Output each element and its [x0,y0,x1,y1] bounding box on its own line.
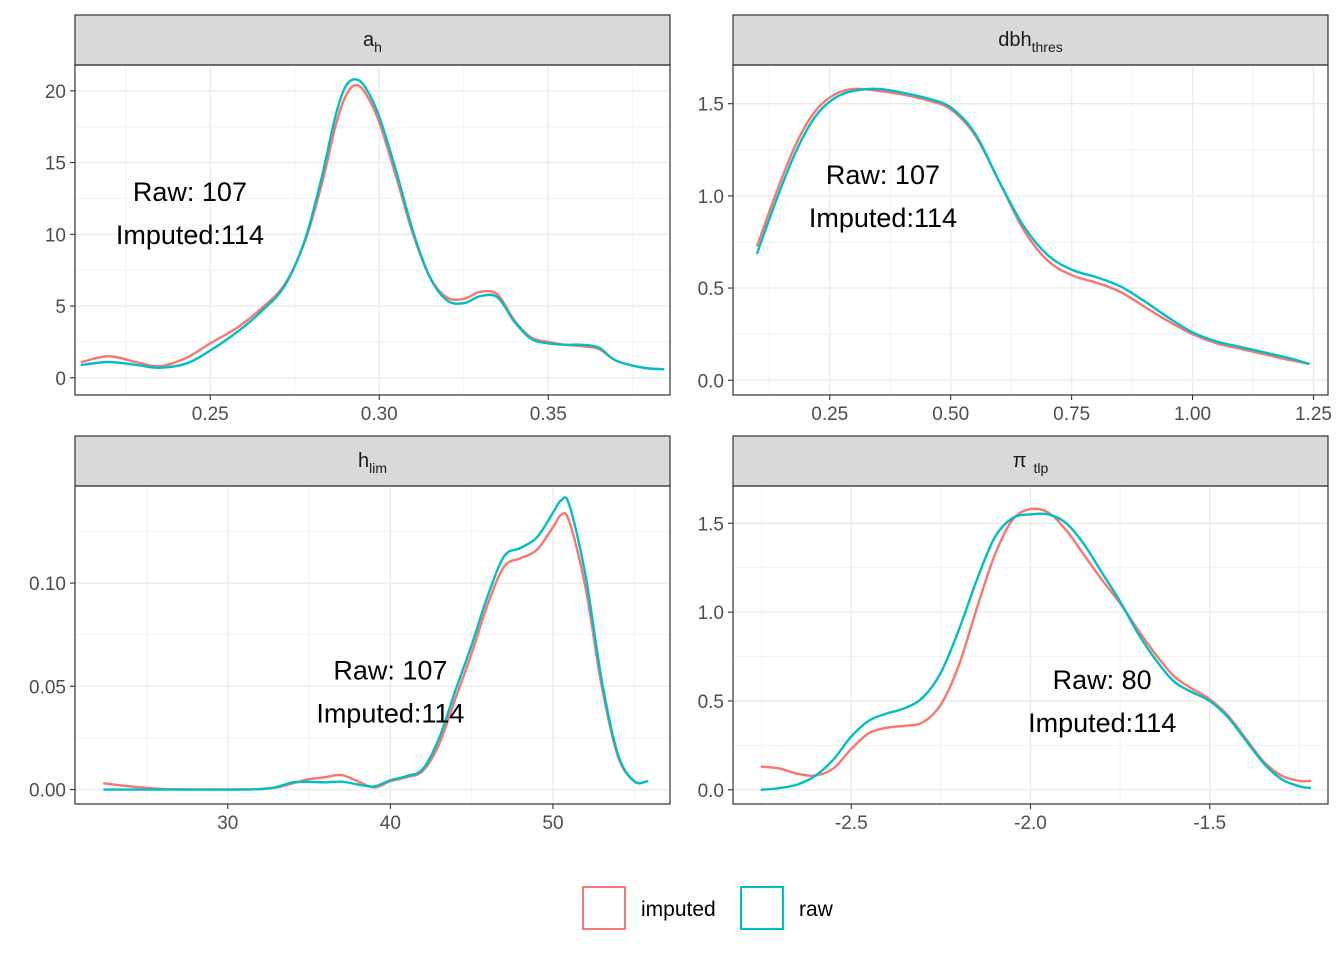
legend: imputed raw [582,886,834,930]
y-tick-label: 1.5 [698,514,724,535]
major-gridlines [733,486,1328,804]
annotation-raw-count: Raw: 80 [1053,665,1152,695]
x-tick-label: 0.25 [811,404,848,425]
strip-label-sub: h [374,39,382,55]
panel-border [732,64,1329,396]
facet-panel-tlp: π tlp -2.5 -2.0 -1.5 0.0 0.5 1.0 1.5 Raw: 80 Imput… [698,435,1329,834]
x-tick-label: 40 [380,813,401,834]
y-tick-label: 20 [45,82,66,103]
facet-panel-lim: hlim 30 40 50 0.00 0.05 0.10 Raw: 107 Imputed:11… [29,435,671,834]
x-tick-label: -2.0 [1014,813,1047,834]
strip-label-sub: tlp [1034,460,1049,476]
strip-label: π tlp [1013,450,1049,476]
x-tick-label: -1.5 [1193,813,1226,834]
legend-key-raw [740,886,784,930]
strip-label-main: π [1013,450,1027,472]
minor-gridlines [75,486,670,804]
facet-panel-h: ah 0.25 0.30 0.35 0 5 10 15 20 Raw: 107 Imputed:11… [45,14,671,425]
y-tick-label: 0.0 [698,371,724,392]
strip-label: hlim [358,450,387,476]
major-gridlines [75,486,670,804]
annotation-raw-count: Raw: 107 [333,655,447,685]
annotation-imputed-count: Imputed:114 [1028,708,1176,738]
strip-label-main: dbh [998,29,1031,51]
strip-background [74,435,671,487]
major-gridlines [733,65,1328,395]
x-tick-label: 0.30 [361,404,398,425]
strip-label: dbhthres [998,29,1063,55]
panel-border [74,64,671,396]
legend-key-imputed [582,886,626,930]
density-line-raw [103,496,649,791]
y-tick-label: 1.0 [698,603,724,624]
y-tick-label: 0 [55,369,66,390]
legend-label-imputed: imputed [641,898,716,921]
y-tick-label: 15 [45,154,66,175]
y-tick-label: 1.5 [698,95,724,116]
y-tick-label: 10 [45,225,66,246]
major-gridlines [75,65,670,395]
annotation-imputed-count: Imputed:114 [316,698,464,728]
density-line-raw [755,87,1310,365]
density-line-raw [760,512,1312,791]
panel-border [74,485,671,805]
y-tick-label: 0.0 [698,781,724,802]
y-tick-label: 5 [55,297,66,318]
annotation-raw-count: Raw: 107 [133,177,247,207]
strip-label-main: h [358,450,369,472]
annotation-raw-count: Raw: 107 [826,160,940,190]
density-line-imputed [103,511,649,791]
x-tick-label: 30 [217,813,238,834]
x-tick-label: 1.00 [1174,404,1211,425]
y-tick-label: 0.00 [29,781,66,802]
x-tick-label: 0.25 [192,404,229,425]
x-tick-label: 0.75 [1053,404,1090,425]
legend-label-raw: raw [799,898,834,921]
y-tick-label: 0.5 [698,279,724,300]
strip-background [74,14,671,66]
y-tick-label: 0.5 [698,692,724,713]
x-tick-label: 50 [542,813,563,834]
x-tick-label: 1.25 [1295,404,1332,425]
annotation-imputed-count: Imputed:114 [809,203,957,233]
density-line-imputed [760,507,1312,783]
density-line-raw [80,78,665,371]
strip-label-sub: lim [369,460,387,476]
strip-label-main: a [363,29,375,51]
y-tick-label: 0.05 [29,677,66,698]
y-tick-label: 0.10 [29,574,66,595]
minor-gridlines [75,65,670,395]
strip-label: ah [363,29,382,55]
strip-background [732,435,1329,487]
panel-border [732,485,1329,805]
annotation-imputed-count: Imputed:114 [116,220,264,250]
x-tick-label: 0.50 [932,404,969,425]
strip-label-sub: thres [1032,39,1063,55]
x-tick-label: 0.35 [530,404,567,425]
facet-panel-thres: dbhthres 0.25 0.50 0.75 1.00 1.25 0.0 0.5 1.0 1.5… [698,14,1332,425]
x-tick-label: -2.5 [835,813,868,834]
y-tick-label: 1.0 [698,187,724,208]
density-line-imputed [755,87,1310,365]
